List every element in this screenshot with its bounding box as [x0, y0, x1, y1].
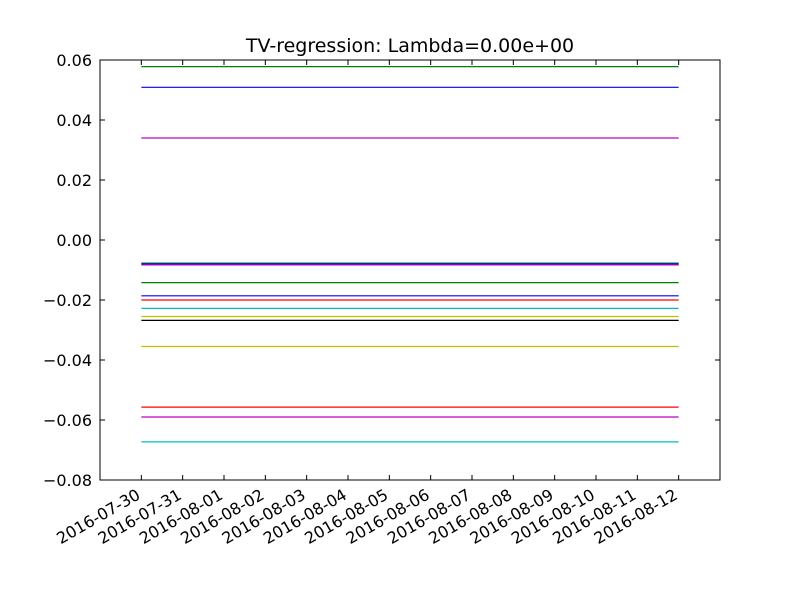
y-tick-label: 0.06	[56, 51, 92, 70]
y-tick-label: −0.08	[43, 471, 92, 490]
y-tick-label: 0.04	[56, 111, 92, 130]
plot-frame	[99, 59, 721, 481]
series-layer	[141, 65, 679, 443]
chart-title: TV-regression: Lambda=0.00e+00	[245, 35, 574, 57]
y-tick-label: 0.02	[56, 171, 92, 190]
y-tick-label: −0.04	[43, 351, 92, 370]
y-axis: 0.06 0.04 0.02 0.00 −0.02 −0.04 −0.06 −0.08	[43, 51, 720, 490]
x-axis: 2016-07-302016-07-312016-08-012016-08-02…	[53, 60, 681, 548]
y-tick-label: −0.02	[43, 291, 92, 310]
y-tick-label: 0.00	[56, 231, 92, 250]
y-tick-label: −0.06	[43, 411, 92, 430]
